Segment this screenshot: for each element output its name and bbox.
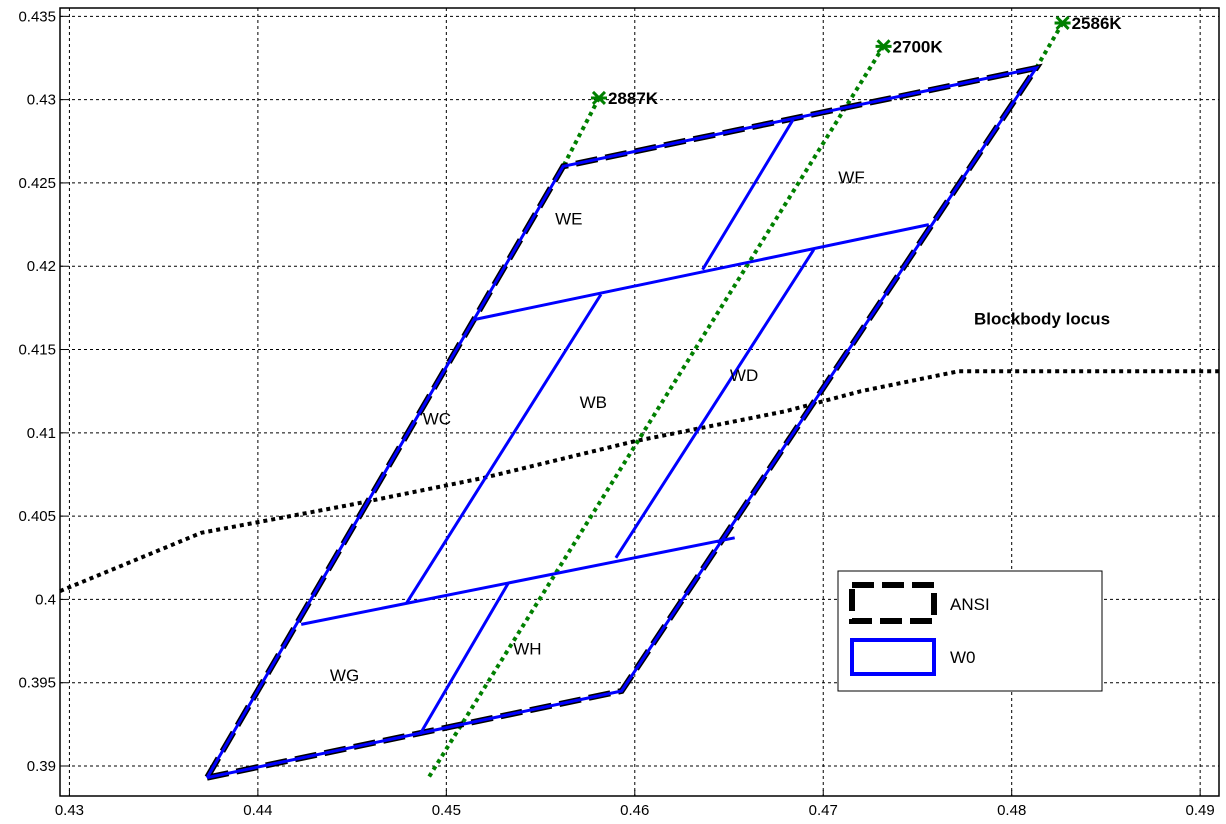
y-tick-label: 0.42 <box>27 258 56 275</box>
x-tick-label: 0.44 <box>243 802 272 819</box>
blackbody-locus-group <box>59 369 1219 593</box>
blackbody-locus-line <box>59 369 1219 593</box>
region-label-WG: WG <box>330 666 359 685</box>
blackbody-locus-annotation: Blockbody locus <box>974 310 1110 329</box>
y-tick-label: 0.395 <box>18 675 56 692</box>
w0-grid-group <box>205 65 1040 780</box>
x-tick-label: 0.47 <box>809 802 838 819</box>
w0-inner-line-4 <box>614 248 816 559</box>
w0-inner-line-0 <box>300 536 735 626</box>
y-tick-label: 0.43 <box>27 92 56 109</box>
x-tick-label: 0.46 <box>620 802 649 819</box>
cct-marker-2700K <box>875 39 892 54</box>
x-tick-label: 0.43 <box>55 802 84 819</box>
region-label-WE: WE <box>555 210 582 229</box>
axes: 0.43 0.44 0.45 0.46 0.47 0.48 0.49 0.39 0.395 0.4… <box>18 7 1220 819</box>
cct-line-2887K <box>561 97 601 168</box>
region-label-WC: WC <box>423 409 451 428</box>
cct-marker-2586K <box>1054 15 1071 31</box>
w0-inner-line-2 <box>418 582 510 736</box>
x-tick-label: 0.49 <box>1186 802 1215 819</box>
plot-frame <box>59 7 1220 797</box>
x-tick-label: 0.48 <box>997 802 1026 819</box>
y-tick-label: 0.405 <box>18 508 56 525</box>
legend: ANSI W0 <box>837 570 1103 692</box>
legend-box <box>837 570 1103 692</box>
y-tick-label: 0.4 <box>35 591 56 608</box>
region-labels-group: WE WF WC WB WD WG WH Blockbody locus <box>330 168 1110 685</box>
cct-label-2887K: 2887K <box>608 89 659 108</box>
w0-outline <box>205 65 1040 780</box>
region-label-WH: WH <box>513 639 541 658</box>
legend-label-W0: W0 <box>950 648 976 667</box>
cct-label-2586K: 2586K <box>1072 14 1123 33</box>
y-tick-label: 0.435 <box>18 8 56 25</box>
cct-line-2700K <box>425 45 886 781</box>
x-tick-label: 0.45 <box>432 802 461 819</box>
cct-label-2700K: 2700K <box>893 37 944 56</box>
w0-inner-line-1 <box>474 223 930 321</box>
region-label-WB: WB <box>580 393 607 412</box>
region-label-WF: WF <box>838 168 864 187</box>
y-tick-label: 0.415 <box>18 342 56 359</box>
legend-swatch-W0 <box>850 638 936 676</box>
cct-lines-group: 2887K 2700K 2586K <box>425 14 1123 781</box>
cct-marker-2887K <box>590 90 607 106</box>
y-tick-label: 0.41 <box>27 425 56 442</box>
region-label-WD: WD <box>730 366 758 385</box>
w0-inner-line-5 <box>701 118 795 271</box>
legend-label-ANSI: ANSI <box>950 595 990 614</box>
w0-inner-line-3 <box>405 293 603 604</box>
legend-swatch-ANSI <box>849 582 937 624</box>
cct-line-2586K <box>1034 21 1065 70</box>
y-tick-label: 0.425 <box>18 175 56 192</box>
y-tick-label: 0.39 <box>27 758 56 775</box>
